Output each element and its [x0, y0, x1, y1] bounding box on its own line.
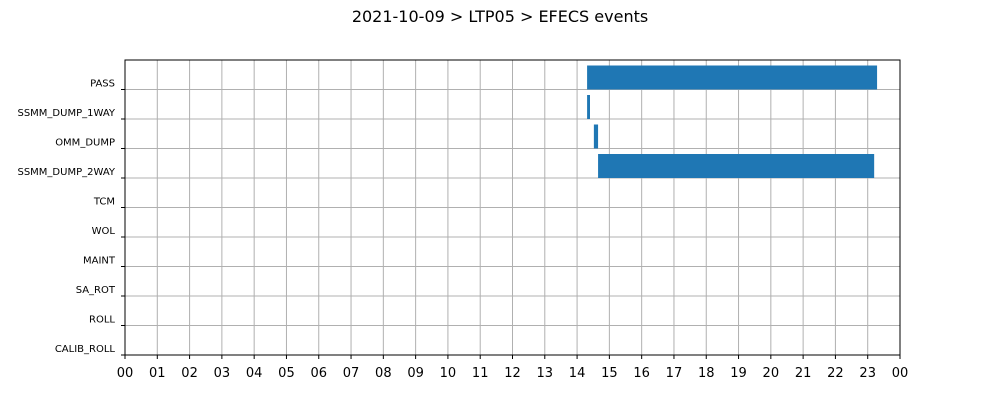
y-tick-label: OMM_DUMP — [55, 138, 115, 149]
y-tick-label: ROLL — [89, 315, 115, 326]
x-tick-label: 02 — [181, 366, 198, 381]
x-tick-label: 15 — [601, 366, 618, 381]
x-tick-label: 00 — [892, 366, 909, 381]
x-tick-label: 00 — [117, 366, 134, 381]
x-tick-label: 13 — [537, 366, 554, 381]
x-tick-label: 14 — [569, 366, 586, 381]
x-tick-label: 23 — [859, 366, 876, 381]
y-tick-label: WOL — [92, 226, 116, 237]
x-tick-label: 11 — [472, 366, 489, 381]
x-tick-label: 22 — [827, 366, 844, 381]
y-tick-label: SSMM_DUMP_2WAY — [17, 167, 115, 178]
y-tick-label: TCM — [93, 197, 115, 208]
x-tick-label: 10 — [440, 366, 457, 381]
y-tick-label: CALIB_ROLL — [55, 344, 116, 355]
bar — [587, 95, 590, 119]
x-tick-label: 08 — [375, 366, 392, 381]
x-tick-label: 04 — [246, 366, 263, 381]
x-tick-label: 18 — [698, 366, 715, 381]
y-tick-label: PASS — [90, 79, 115, 90]
x-tick-label: 17 — [666, 366, 683, 381]
x-tick-label: 20 — [763, 366, 780, 381]
x-tick-label: 16 — [633, 366, 650, 381]
x-tick-label: 01 — [149, 366, 166, 381]
x-tick-label: 09 — [407, 366, 424, 381]
x-tick-label: 05 — [278, 366, 295, 381]
bar — [587, 65, 878, 90]
plot-frame — [124, 59, 901, 356]
bar — [593, 124, 599, 149]
y-tick-label: SSMM_DUMP_1WAY — [17, 108, 115, 119]
x-tick-label: 06 — [310, 366, 327, 381]
chart-title: 2021-10-09 > LTP05 > EFECS events — [352, 7, 648, 26]
bar — [598, 154, 875, 178]
x-tick-label: 12 — [504, 366, 521, 381]
y-tick-label: SA_ROT — [76, 285, 116, 296]
x-tick-label: 21 — [795, 366, 812, 381]
y-tick-label: MAINT — [83, 256, 116, 267]
x-tick-label: 07 — [343, 366, 360, 381]
x-tick-label: 03 — [214, 366, 231, 381]
x-tick-label: 19 — [730, 366, 747, 381]
